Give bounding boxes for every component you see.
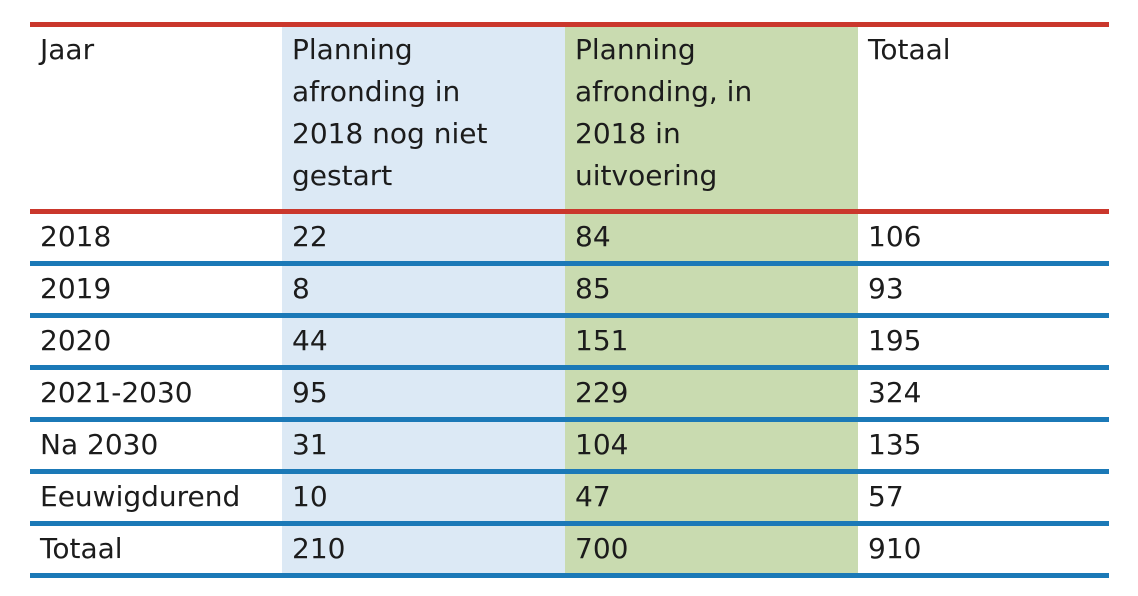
table-row: Na 2030 31 104 135 <box>30 422 1109 474</box>
cell-totaal: 57 <box>858 474 1109 526</box>
cell-totaal: 195 <box>858 318 1109 370</box>
cell-niet-gestart: 210 <box>282 526 565 578</box>
table-header: Jaar Planning afronding in 2018 nog niet… <box>30 27 1109 214</box>
cell-jaar: 2018 <box>30 214 282 266</box>
cell-niet-gestart: 8 <box>282 266 565 318</box>
cell-in-uitvoering: 151 <box>565 318 858 370</box>
column-header-in-uitvoering: Planning afronding, in 2018 in uitvoerin… <box>565 27 858 214</box>
cell-niet-gestart: 22 <box>282 214 565 266</box>
table-body: 2018 22 84 106 2019 8 85 93 2020 44 151 … <box>30 214 1109 578</box>
column-header-jaar: Jaar <box>30 27 282 214</box>
cell-totaal: 324 <box>858 370 1109 422</box>
cell-totaal: 106 <box>858 214 1109 266</box>
cell-in-uitvoering: 700 <box>565 526 858 578</box>
table-row totals-row: Totaal 210 700 910 <box>30 526 1109 578</box>
table-row: Eeuwigdurend 10 47 57 <box>30 474 1109 526</box>
column-header-totaal: Totaal <box>858 27 1109 214</box>
cell-totaal: 93 <box>858 266 1109 318</box>
cell-niet-gestart: 95 <box>282 370 565 422</box>
cell-totaal: 135 <box>858 422 1109 474</box>
cell-jaar: Na 2030 <box>30 422 282 474</box>
header-row: Jaar Planning afronding in 2018 nog niet… <box>30 27 1109 214</box>
cell-jaar: Totaal <box>30 526 282 578</box>
cell-in-uitvoering: 84 <box>565 214 858 266</box>
cell-in-uitvoering: 47 <box>565 474 858 526</box>
cell-totaal: 910 <box>858 526 1109 578</box>
cell-jaar: 2019 <box>30 266 282 318</box>
cell-in-uitvoering: 104 <box>565 422 858 474</box>
cell-in-uitvoering: 229 <box>565 370 858 422</box>
column-header-niet-gestart: Planning afronding in 2018 nog niet gest… <box>282 27 565 214</box>
table-row: 2021-2030 95 229 324 <box>30 370 1109 422</box>
cell-jaar: 2021-2030 <box>30 370 282 422</box>
table-row: 2020 44 151 195 <box>30 318 1109 370</box>
cell-niet-gestart: 44 <box>282 318 565 370</box>
table-row: 2019 8 85 93 <box>30 266 1109 318</box>
cell-jaar: 2020 <box>30 318 282 370</box>
planning-afronding-table: Jaar Planning afronding in 2018 nog niet… <box>30 22 1109 578</box>
table-row: 2018 22 84 106 <box>30 214 1109 266</box>
cell-niet-gestart: 10 <box>282 474 565 526</box>
cell-niet-gestart: 31 <box>282 422 565 474</box>
cell-jaar: Eeuwigdurend <box>30 474 282 526</box>
cell-in-uitvoering: 85 <box>565 266 858 318</box>
